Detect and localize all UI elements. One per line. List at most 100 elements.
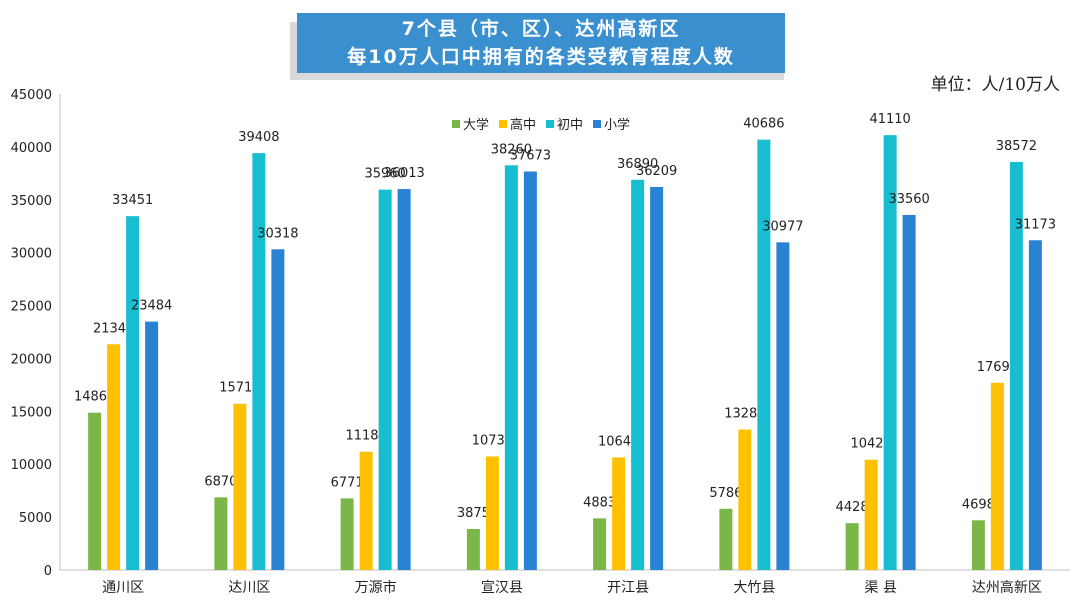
data-label: 33560: [888, 192, 929, 207]
x-tick-label: 开江县: [607, 580, 649, 596]
data-label: 30977: [762, 219, 803, 234]
legend-item: 小学: [593, 114, 630, 133]
data-label: 36209: [636, 164, 677, 179]
bar-大学: [593, 518, 607, 570]
bar-小学: [1028, 240, 1042, 571]
data-label: 13280: [724, 407, 765, 422]
bar-高中: [990, 382, 1004, 570]
bar-大学: [845, 523, 859, 570]
bar-初中: [883, 135, 897, 570]
bar-小学: [397, 189, 411, 570]
legend-item: 高中: [499, 114, 536, 133]
data-label: 36013: [383, 166, 424, 181]
x-tick-label: 宣汉县: [481, 580, 523, 596]
bar-小学: [776, 242, 790, 570]
data-label: 10730: [472, 434, 513, 449]
x-tick-label: 达川区: [228, 580, 270, 596]
data-label: 6870: [204, 474, 237, 489]
bar-初中: [252, 153, 266, 570]
bar-高中: [359, 451, 373, 570]
unit-label: 单位：人/10万人: [930, 75, 1060, 95]
x-tick-label: 渠 县: [864, 580, 896, 596]
bar-初中: [126, 216, 140, 570]
x-tick-label: 大竹县: [733, 580, 775, 596]
data-label: 37673: [510, 149, 551, 164]
bar-大学: [214, 497, 228, 570]
data-label: 5786: [709, 486, 742, 501]
y-tick-label: 30000: [11, 247, 52, 262]
legend-label: 大学: [463, 118, 490, 133]
y-tick-label: 15000: [11, 405, 52, 420]
bar-小学: [145, 321, 159, 570]
data-label: 4883: [583, 495, 616, 510]
data-label: 38260: [491, 142, 532, 157]
data-label: 40686: [743, 117, 784, 132]
data-label: 35960: [364, 167, 405, 182]
data-label: 38572: [996, 139, 1037, 154]
legend-item: 大学: [452, 114, 489, 133]
bar-小学: [902, 215, 916, 571]
data-label: 4698: [962, 497, 995, 512]
data-label: 14867: [74, 390, 115, 405]
data-label: 21340: [93, 321, 134, 336]
chart-title-line1: 7个县（市、区）、达州高新区: [401, 18, 681, 40]
bar-初中: [631, 179, 645, 571]
y-tick-label: 0: [44, 564, 52, 579]
data-label: 11180: [345, 429, 386, 444]
bar-大学: [88, 412, 102, 570]
data-label: 36890: [617, 157, 658, 172]
bar-大学: [466, 529, 480, 570]
bar-小学: [271, 249, 285, 571]
legend-label: 高中: [510, 118, 537, 133]
data-label: 10426: [850, 437, 891, 452]
bar-初中: [757, 139, 771, 570]
data-label: 6771: [331, 475, 364, 490]
data-label: 17696: [977, 360, 1018, 375]
y-tick-label: 20000: [11, 352, 52, 367]
bar-高中: [233, 403, 247, 570]
x-tick-label: 达州高新区: [972, 579, 1042, 596]
y-tick-label: 25000: [11, 300, 52, 315]
chart-title-line2: 每10万人口中拥有的各类受教育程度人数: [347, 46, 735, 68]
data-label: 15719: [219, 381, 260, 396]
data-label: 31173: [1015, 217, 1056, 232]
bar-高中: [485, 456, 499, 570]
bar-高中: [738, 429, 752, 570]
y-tick-label: 45000: [11, 88, 52, 103]
x-tick-label: 万源市: [355, 579, 397, 596]
y-tick-label: 35000: [11, 194, 52, 209]
chart-legend: 大学 高中 初中 小学: [452, 114, 630, 133]
y-tick-label: 10000: [11, 458, 52, 473]
data-label: 4428: [836, 500, 869, 515]
chart-title: 7个县（市、区）、达州高新区 每10万人口中拥有的各类受教育程度人数: [297, 13, 785, 73]
legend-swatch: [499, 119, 508, 128]
legend-swatch: [546, 119, 555, 128]
bar-初中: [378, 189, 392, 570]
data-label: 30318: [257, 226, 298, 241]
data-label: 39408: [238, 130, 279, 145]
bar-高中: [107, 344, 121, 570]
legend-swatch: [593, 119, 602, 128]
bar-大学: [971, 520, 985, 570]
legend-label: 初中: [557, 118, 584, 133]
bar-小学: [523, 171, 537, 571]
legend-item: 初中: [546, 114, 583, 133]
bar-大学: [340, 498, 354, 570]
bar-初中: [504, 165, 518, 570]
y-tick-label: 40000: [11, 141, 52, 156]
bar-初中: [1009, 161, 1023, 570]
bar-高中: [864, 459, 878, 570]
bar-大学: [719, 508, 733, 570]
legend-label: 小学: [604, 118, 631, 133]
bar-小学: [650, 186, 664, 570]
data-label: 33451: [112, 193, 153, 208]
data-label: 41110: [869, 112, 910, 127]
data-label: 10642: [598, 434, 639, 449]
bar-高中: [612, 457, 626, 570]
data-label: 23484: [131, 299, 172, 314]
x-tick-label: 通川区: [102, 580, 144, 596]
data-label: 3875: [457, 506, 490, 521]
y-tick-label: 5000: [19, 511, 52, 526]
legend-swatch: [452, 119, 460, 128]
